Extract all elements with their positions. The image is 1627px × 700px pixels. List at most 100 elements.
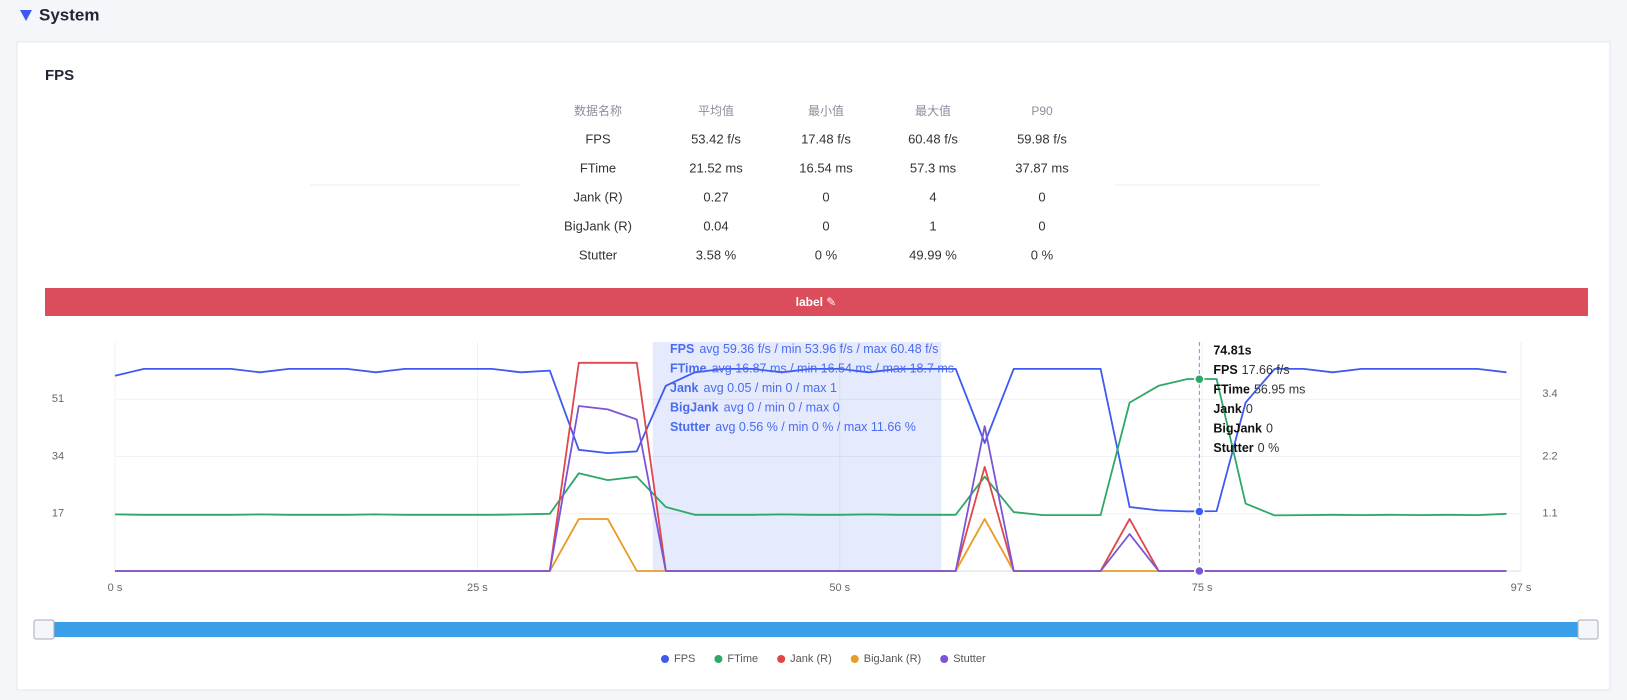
tooltip-name: Jank <box>1213 402 1242 416</box>
table-header: 数据名称 <box>574 103 622 118</box>
x-tick-label: 97 s <box>1511 582 1532 594</box>
legend-item[interactable]: Stutter <box>940 653 986 665</box>
stat-text: avg 0.05 / min 0 / max 1 <box>704 381 837 395</box>
stat-text: avg 0.56 % / min 0 % / max 11.66 % <box>715 420 916 434</box>
legend-label: Jank (R) <box>790 653 832 665</box>
table-cell: 0 <box>1038 218 1045 233</box>
table-cell: 60.48 f/s <box>908 131 958 146</box>
table-cell: 49.99 % <box>909 247 957 262</box>
table-cell: 37.87 ms <box>1015 160 1069 175</box>
table-cell: 4 <box>929 189 936 204</box>
tooltip-value: 0 <box>1266 422 1273 436</box>
table-cell: 1 <box>929 218 936 233</box>
legend-item[interactable]: FTime <box>714 653 758 665</box>
chart: 0 s 25 s 50 s 75 s 97 s 17 34 51 1.1 2.2 3.4 FPS avg… <box>52 342 1558 594</box>
legend-swatch <box>661 655 669 663</box>
tooltip-value: 0 <box>1246 402 1253 416</box>
series-line <box>115 405 1507 572</box>
tooltip-value: 56.95 ms <box>1254 383 1305 397</box>
tooltip-item: FPS 17.66 f/s <box>1213 363 1289 377</box>
table-header: 最小值 <box>808 103 844 118</box>
table-cell: 0 % <box>1031 247 1054 262</box>
table-header: P90 <box>1031 104 1053 118</box>
legend-item[interactable]: FPS <box>661 653 695 665</box>
legend-label: Stutter <box>953 653 986 665</box>
card <box>16 41 1611 691</box>
legend-swatch <box>850 655 859 663</box>
legend-label: FPS <box>674 653 695 665</box>
slider-handle[interactable] <box>33 619 55 640</box>
table-cell: 57.3 ms <box>910 160 957 175</box>
tooltip-name: FPS <box>1213 363 1237 377</box>
y2-tick-label: 1.1 <box>1542 508 1557 520</box>
stat-text: avg 59.36 f/s / min 53.96 f/s / max 60.4… <box>699 342 938 356</box>
stat-name: FTime <box>670 362 707 376</box>
series-line <box>114 368 1507 513</box>
selection-brush <box>652 342 942 571</box>
y-tick-label: 34 <box>52 450 64 462</box>
card-title: FPS <box>45 67 74 84</box>
collapse-arrow[interactable] <box>20 10 32 21</box>
tooltip-point <box>1194 506 1205 517</box>
slider-handle[interactable] <box>1577 619 1599 640</box>
legend-item[interactable]: BigJank (R) <box>850 653 921 665</box>
label-bar[interactable] <box>45 288 1588 316</box>
legend-item[interactable]: Jank (R) <box>777 653 832 665</box>
selection-stat: Jank avg 0.05 / min 0 / max 1 <box>670 381 837 395</box>
y2-tick-label: 2.2 <box>1542 450 1557 462</box>
legend-swatch <box>940 655 949 663</box>
table-header: 平均值 <box>698 103 734 118</box>
table-cell: 21.52 ms <box>689 160 743 175</box>
table-cell: 0.04 <box>703 218 728 233</box>
series-line <box>114 378 1507 517</box>
stat-text: avg 0 / min 0 / max 0 <box>724 401 840 415</box>
tooltip-value: 0 % <box>1258 441 1280 455</box>
tooltip-name: BigJank <box>1213 422 1262 436</box>
table-cell: 3.58 % <box>696 247 737 262</box>
stat-name: Stutter <box>670 420 710 434</box>
stat-text: avg 16.87 ms / min 16.54 ms / max 18.7 m… <box>712 362 954 376</box>
table-cell: 0 <box>822 218 829 233</box>
tooltip-item: FTime 56.95 ms <box>1213 383 1305 397</box>
table-cell: Stutter <box>579 247 618 262</box>
tooltip-name: FTime <box>1213 383 1250 397</box>
legend-label: FTime <box>727 653 758 665</box>
label-text[interactable]: label ✎ <box>796 295 837 309</box>
x-tick-label: 50 s <box>829 582 850 594</box>
selection-stat: Stutter avg 0.56 % / min 0 % / max 11.66 … <box>670 420 916 434</box>
selection-stat: FTime avg 16.87 ms / min 16.54 ms / max 1… <box>670 362 954 376</box>
table-cell: 0 % <box>815 247 838 262</box>
table-cell: BigJank (R) <box>564 218 632 233</box>
legend-swatch <box>777 655 786 663</box>
tooltip-name: Stutter <box>1213 441 1253 455</box>
tooltip-item: Stutter 0 % <box>1213 441 1279 455</box>
legend-label: BigJank (R) <box>864 653 921 665</box>
table-cell: FTime <box>580 160 616 175</box>
table-cell: 0 <box>822 189 829 204</box>
x-tick-label: 0 s <box>108 582 123 594</box>
table-cell: 59.98 f/s <box>1017 131 1067 146</box>
stat-name: Jank <box>670 381 699 395</box>
table-cell: 16.54 ms <box>799 160 853 175</box>
tooltip-value: 17.66 f/s <box>1242 363 1290 377</box>
stats-table: 数据名称 平均值 最小值 最大值 P90 FPS 53.42 f/s 17.48 f/s 60.… <box>564 103 1069 262</box>
section-title[interactable]: System <box>39 5 99 24</box>
stat-name: BigJank <box>670 401 719 415</box>
selection-stat: FPS avg 59.36 f/s / min 53.96 f/s / max 6… <box>670 342 938 356</box>
table-cell: 0 <box>1038 189 1045 204</box>
table-cell: 53.42 f/s <box>691 131 741 146</box>
zoom-slider[interactable] <box>44 622 1588 637</box>
table-cell: FPS <box>585 131 611 146</box>
y-tick-label: 51 <box>52 393 64 405</box>
legend-swatch <box>714 655 723 663</box>
y-tick-label: 17 <box>52 508 64 520</box>
tooltip-point <box>1194 373 1205 385</box>
tooltip-item: BigJank 0 <box>1213 422 1273 436</box>
tooltip-point <box>1194 565 1205 577</box>
legend: FPS FTime Jank (R) BigJank (R) Stutter <box>661 653 986 665</box>
tooltip-time: 74.81s <box>1213 343 1251 357</box>
table-cell: Jank (R) <box>573 189 622 204</box>
table-cell: 0.27 <box>703 189 728 204</box>
tooltip-item: Jank 0 <box>1213 402 1253 416</box>
